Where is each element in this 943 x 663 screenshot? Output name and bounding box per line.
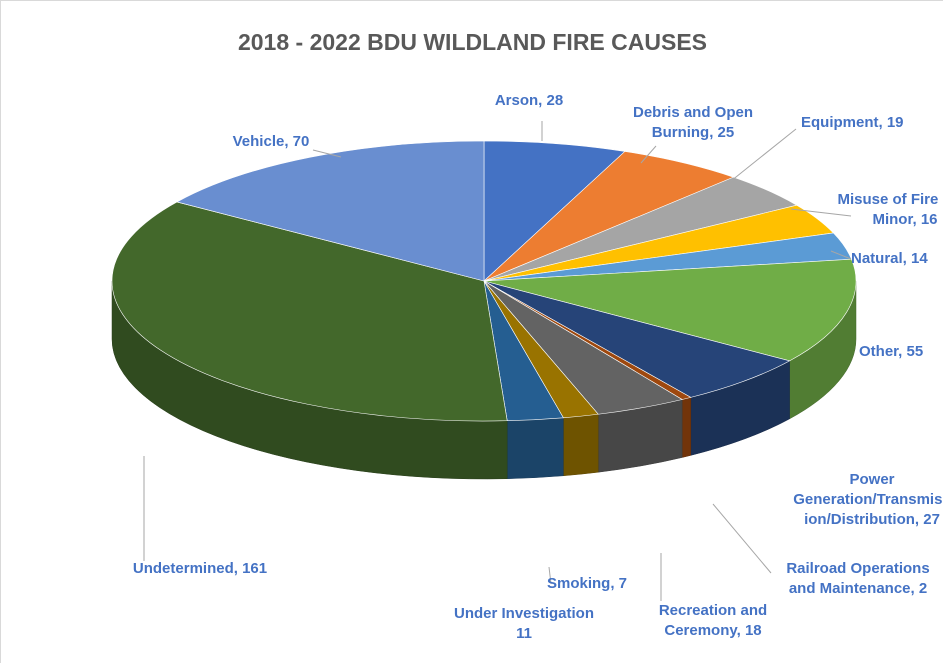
pie-slice-other xyxy=(483,258,857,362)
data-label: Arson, 28 xyxy=(495,92,563,109)
pie-side-10 xyxy=(506,417,564,479)
data-label: Equipment, 19 xyxy=(801,114,904,131)
data-label: Smoking, 7 xyxy=(547,575,627,592)
data-label: Railroad Operations and Maintenance, 2 xyxy=(786,560,929,597)
pie-slice-debris-and-open-burning xyxy=(483,151,735,282)
pie-slice-undetermined xyxy=(111,201,508,422)
data-label: Recreation and Ceremony, 18 xyxy=(659,602,767,639)
data-label: Under Investigation 11 xyxy=(454,605,594,642)
data-label: Vehicle, 70 xyxy=(233,133,310,150)
pie-slice-power-generation-transmission-distribution xyxy=(483,280,791,398)
leader-line xyxy=(712,503,772,574)
pie-side-9 xyxy=(563,413,599,477)
leader-line xyxy=(790,208,852,217)
leader-line xyxy=(730,128,797,182)
chart-title: 2018 - 2022 BDU WILDLAND FIRE CAUSES xyxy=(237,29,708,55)
leader-line xyxy=(830,250,852,260)
data-label: Other, 55 xyxy=(859,343,923,360)
pie-slice-arson xyxy=(483,140,626,282)
data-label: Undetermined, 161 xyxy=(133,560,267,577)
leader-line xyxy=(640,145,657,164)
pie-side-walls xyxy=(111,280,857,480)
data-label: Debris and Open Burning, 25 xyxy=(633,104,753,141)
leader-line xyxy=(548,566,552,585)
data-label: Power Generation/Transmiss ion/Distributio… xyxy=(793,471,943,528)
pie-slice-vehicle xyxy=(176,140,485,282)
data-labels: Arson, 28 Debris and Open Burning, 25 Equip… xyxy=(133,92,943,642)
pie-top-faces xyxy=(111,140,857,422)
leader-line xyxy=(312,149,342,158)
data-label: Natural, 14 xyxy=(851,250,928,267)
data-label: Misuse of Fire by aMinor, 16 xyxy=(837,191,943,228)
pie-side-7 xyxy=(681,397,692,458)
